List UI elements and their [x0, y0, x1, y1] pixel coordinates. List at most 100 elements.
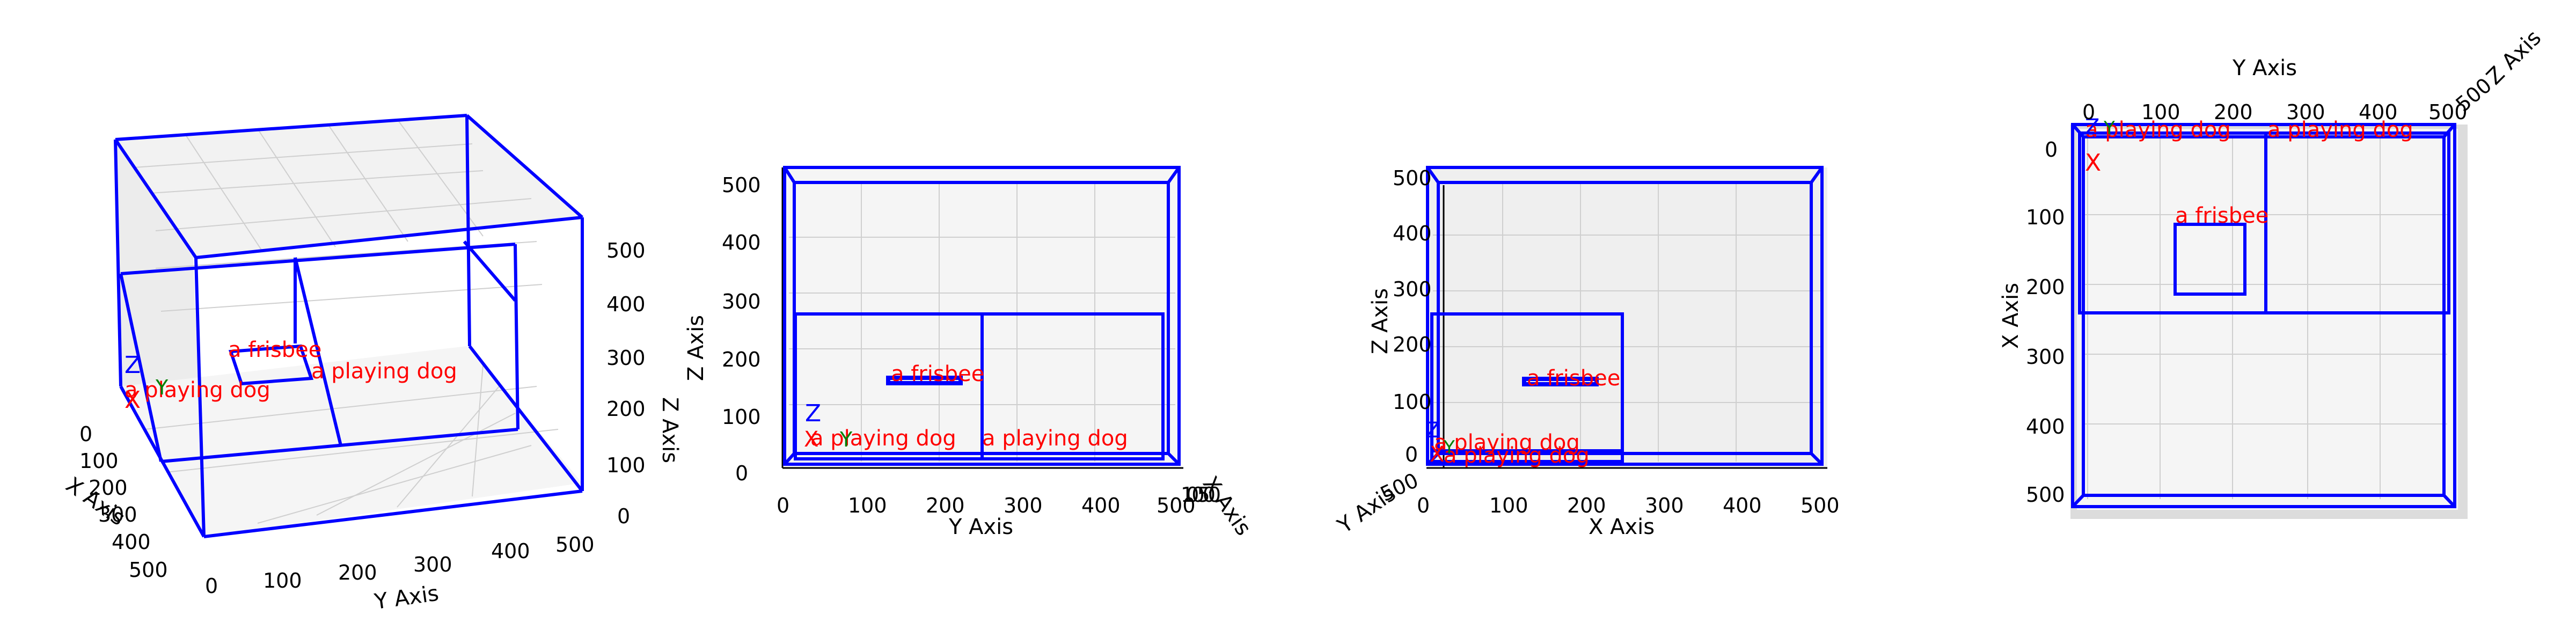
z-ticks-perspective: 0 100 200 300 400 500 [606, 239, 646, 528]
axis-label-x: X Axis [1589, 515, 1655, 539]
marker-y: Y [2103, 118, 2115, 139]
tick-label: 300 [2286, 100, 2325, 124]
tick-label: 400 [1081, 494, 1121, 517]
tick-label: 100 [722, 405, 761, 429]
axis-label-z: Z Axis [684, 315, 708, 381]
tick-label: 200 [2214, 100, 2253, 124]
tick-label: 300 [2026, 345, 2065, 369]
tick-label: 0 [1417, 494, 1430, 517]
tick-label: 300 [98, 503, 137, 526]
axis-label-z: Z Axis [657, 397, 682, 463]
tick-label: 300 [722, 290, 761, 313]
tick-label: 500 [2026, 483, 2065, 507]
frisbee-box-perspective [228, 344, 314, 386]
box-outer-top [2071, 123, 2456, 508]
grid-side [1433, 182, 1822, 462]
label-playing-dog: a playing dog [1434, 430, 1580, 455]
z-ticks-side: 0 100 200 300 400 500 [1393, 166, 1432, 466]
tick-label: 500 [1393, 166, 1432, 190]
pane-back-right [115, 115, 582, 258]
label-frisbee: a frisbee [1527, 366, 1620, 391]
marker-x: X [125, 386, 141, 414]
grid-top [2082, 137, 2447, 499]
tick-label: 400 [722, 231, 761, 254]
frisbee-box-top [2174, 223, 2246, 296]
tick-label: 0 [79, 422, 92, 446]
tick-label: 200 [338, 561, 377, 584]
tick-label: 200 [1567, 494, 1606, 517]
tick-label: 400 [491, 539, 530, 563]
axis-label-y: Y Axis [2232, 56, 2297, 80]
tick-label: 500 [1157, 494, 1196, 517]
tick-label: 0 [1405, 443, 1418, 466]
x-ticks-side: 0 100 200 300 400 500 [1417, 494, 1840, 517]
label-playing-dog: a playing dog [125, 378, 270, 402]
axis-label-z: Z Axis [2482, 25, 2546, 90]
tick-label: 400 [2026, 415, 2065, 438]
tick-label: 400 [1723, 494, 1762, 517]
tick-label: 300 [413, 553, 452, 576]
tick-label: 200 [722, 348, 761, 371]
grid-front [789, 182, 1175, 462]
y-ticks-front: 0 100 200 300 400 500 [777, 494, 1196, 517]
tick-label: 500 [129, 558, 168, 582]
label-playing-dog: a playing dog [2085, 118, 2231, 142]
x-ticks-perspective: 0 100 200 300 400 500 [79, 422, 168, 582]
axis-label-z: Z Axis [1368, 288, 1393, 354]
tick-label: 300 [1393, 277, 1432, 301]
label-playing-dog: a playing dog [810, 426, 956, 451]
tick-label: 200 [606, 397, 646, 421]
tick-label: 400 [112, 530, 151, 554]
marker-z: Z [125, 352, 141, 379]
tick-label: 200 [89, 476, 128, 500]
x-ticks-top: 0 100 200 300 400 500 [2026, 138, 2065, 507]
label-playing-dog: a playing dog [1444, 443, 1590, 468]
box-outer-side [1426, 166, 1824, 466]
tick-label: 0 [2045, 138, 2058, 162]
box-outer-perspective [114, 114, 584, 538]
tick-label: 400 [606, 292, 646, 316]
tick-label: 300 [1645, 494, 1684, 517]
marker-z: Z [1425, 418, 1440, 443]
y-ticks-perspective: 0 100 200 300 400 500 [205, 533, 595, 598]
label-frisbee: a frisbee [228, 338, 321, 362]
frisbee-box-front [886, 376, 963, 385]
axis-label-x: X Axis [1999, 283, 2023, 349]
view-top-xy: a frisbee a playing dog a playing dog X … [1999, 25, 2546, 519]
axis-label-y: Y Axis [948, 515, 1013, 539]
view-front-yz: a frisbee a playing dog a playing dog X … [684, 166, 1256, 540]
label-frisbee: a frisbee [891, 362, 984, 386]
tick-label: 400 [1393, 222, 1432, 245]
tick-label: 500 [555, 533, 595, 557]
label-playing-dog: a playing dog [2267, 118, 2413, 142]
marker-x: X [1430, 442, 1444, 467]
tick-label: 0 [205, 574, 218, 598]
marker-x: X [2085, 149, 2101, 177]
label-playing-dog: a playing dog [982, 426, 1128, 451]
tick-label: 100 [263, 569, 302, 592]
tick-label: 0 [777, 494, 789, 517]
tick-label: 100 [2026, 206, 2065, 229]
tick-label: 500 [2428, 100, 2468, 124]
view-side-xz: a frisbee a playing dog a playing dog X … [1333, 166, 1840, 539]
tick-label: 200 [926, 494, 965, 517]
marker-x: X [804, 427, 818, 452]
tick-label: 100 [848, 494, 887, 517]
tick-label: 500 [1801, 494, 1840, 517]
tick-label: 100 [79, 449, 119, 473]
view-perspective: a frisbee a playing dog a playing dog X … [61, 114, 682, 614]
tick-label: 500 [722, 173, 761, 197]
tick-label: 300 [1004, 494, 1043, 517]
axis-label-y: Y Axis [1333, 481, 1401, 539]
tick-label: 400 [2359, 100, 2398, 124]
tick-label: 0 [617, 504, 630, 528]
frisbee-box-side [1522, 377, 1599, 386]
marker-y: Y [839, 428, 853, 451]
tick-label: 100 [1393, 390, 1432, 414]
axis-label-y: Y Axis [372, 581, 440, 614]
marker-y: Y [155, 376, 169, 399]
tick-label: 200 [2026, 275, 2065, 299]
tick-label: 0 [2082, 100, 2095, 124]
z-ticks-front: 0 100 200 300 400 500 [722, 173, 761, 485]
